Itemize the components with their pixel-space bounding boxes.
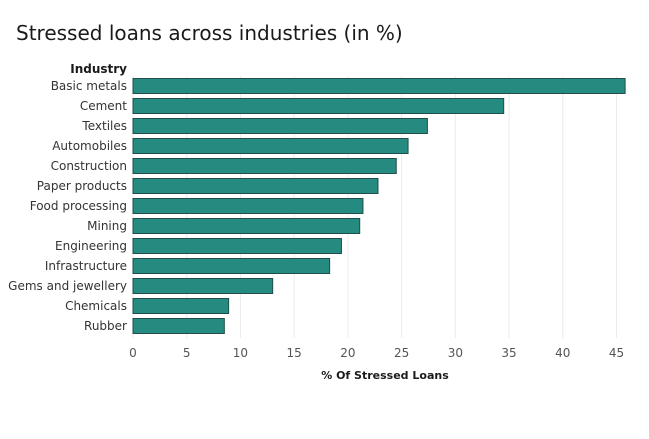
x-tick-label: 35 (501, 346, 516, 360)
bar (132, 158, 397, 174)
category-label: Gems and jewellery (8, 279, 127, 293)
bar (132, 178, 379, 194)
category-labels: Basic metals Cement Textiles Automobiles Con… (8, 79, 127, 333)
bars (132, 78, 626, 334)
x-tick-label: 25 (394, 346, 409, 360)
bar (132, 278, 274, 294)
category-label: Basic metals (51, 79, 127, 93)
category-label: Infrastructure (45, 259, 127, 273)
category-label: Rubber (84, 319, 127, 333)
bar (132, 118, 428, 134)
bar (132, 318, 225, 334)
x-tick-label: 10 (233, 346, 248, 360)
x-tick-label: 45 (609, 346, 624, 360)
bar (132, 78, 626, 94)
category-label: Food processing (30, 199, 127, 213)
bar (132, 98, 505, 114)
category-label: Paper products (37, 179, 127, 193)
category-label: Chemicals (65, 299, 127, 313)
bar (132, 198, 364, 214)
x-tick-label: 30 (448, 346, 463, 360)
bar (132, 218, 361, 234)
category-label: Construction (51, 159, 127, 173)
bar (132, 238, 342, 254)
x-tick-labels: 0 5 10 15 20 25 30 35 40 45 (129, 346, 624, 360)
x-tick-label: 40 (555, 346, 570, 360)
x-tick-label: 5 (183, 346, 191, 360)
x-tick-label: 15 (287, 346, 302, 360)
x-tick-label: 0 (129, 346, 137, 360)
bar (132, 138, 409, 154)
category-label: Cement (80, 99, 127, 113)
category-label: Textiles (81, 119, 127, 133)
bar (132, 258, 331, 274)
category-label: Mining (87, 219, 127, 233)
y-axis-title: Industry (70, 62, 127, 76)
category-label: Engineering (55, 239, 127, 253)
x-axis-title: % Of Stressed Loans (321, 369, 449, 382)
x-tick-label: 20 (340, 346, 355, 360)
category-label: Automobiles (52, 139, 127, 153)
bar (132, 298, 230, 314)
chart-title: Stressed loans across industries (in %) (16, 21, 403, 45)
